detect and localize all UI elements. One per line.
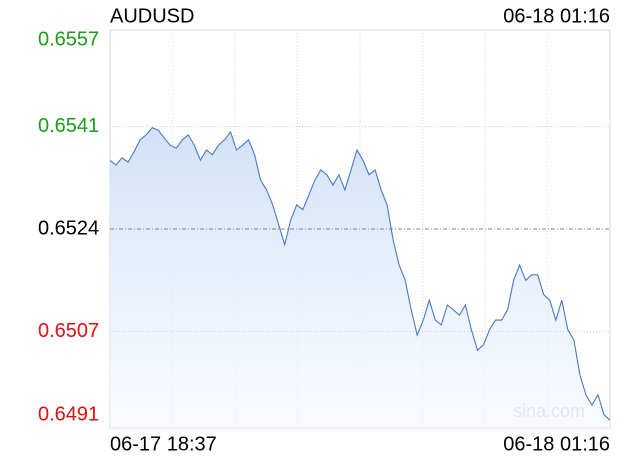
price-line (109, 127, 611, 421)
y-tick-label: 0.6524 (38, 217, 99, 239)
timestamp: 06-18 01:16 (503, 5, 610, 27)
y-tick-label: 0.6557 (38, 28, 99, 50)
chart-title: AUDUSD (110, 5, 194, 27)
y-tick-label: 0.6541 (38, 115, 99, 137)
area (110, 127, 610, 428)
x-tick-label: 06-18 01:16 (503, 433, 610, 455)
x-tick-label: 06-17 18:37 (110, 433, 217, 455)
y-tick-label: 0.6491 (38, 403, 99, 425)
y-tick-label: 0.6507 (38, 320, 99, 342)
